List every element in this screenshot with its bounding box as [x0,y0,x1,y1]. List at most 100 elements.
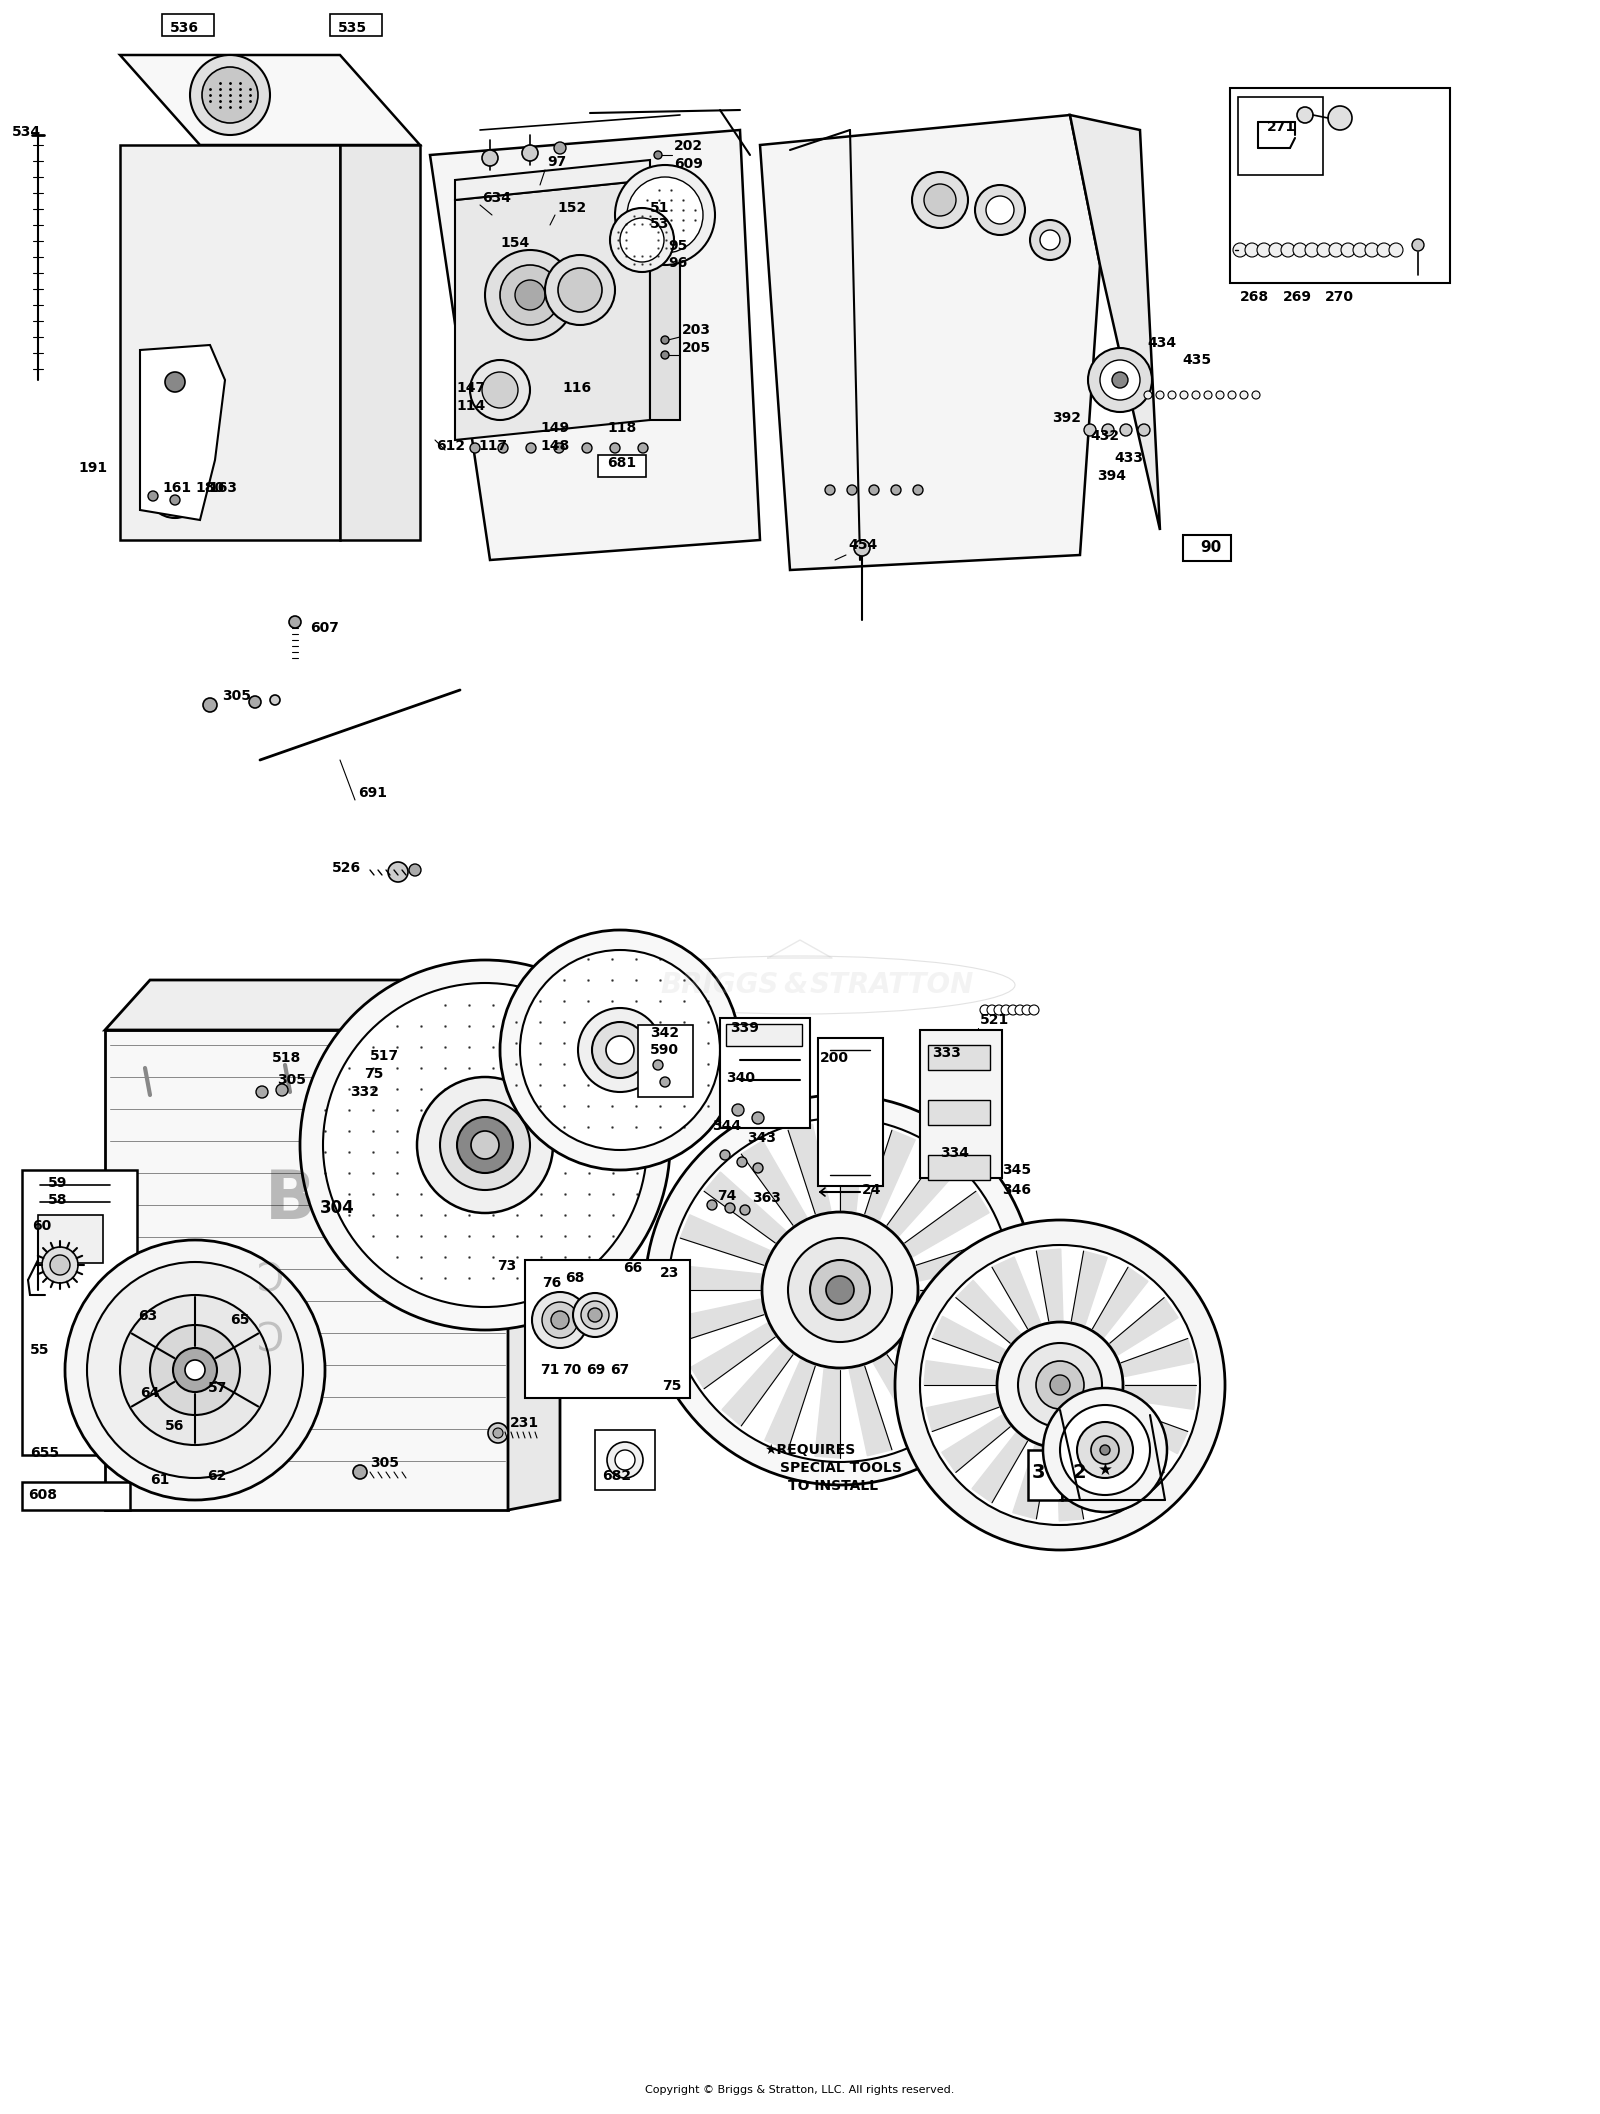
Circle shape [352,1093,368,1108]
Polygon shape [760,114,1101,571]
Circle shape [1192,391,1200,400]
Bar [595,1429,654,1490]
Polygon shape [765,1359,816,1450]
Circle shape [1144,391,1152,400]
Text: 96: 96 [669,256,688,271]
Text: 268: 268 [1240,290,1269,304]
Text: 118: 118 [606,421,637,435]
Text: 205: 205 [682,340,710,355]
Circle shape [826,1277,854,1304]
Bar [22,1169,138,1454]
Circle shape [1002,1004,1011,1015]
Circle shape [440,1099,530,1190]
Circle shape [354,1465,366,1480]
Text: 148: 148 [541,440,570,452]
Circle shape [1008,1004,1018,1015]
Text: 53: 53 [650,218,669,230]
Polygon shape [722,1345,794,1427]
Text: 432: 432 [1090,429,1118,444]
Text: 154: 154 [499,237,530,249]
Polygon shape [680,1216,770,1266]
Text: 269: 269 [1283,290,1312,304]
Polygon shape [918,1290,1008,1315]
Polygon shape [942,1414,1010,1473]
Text: 691: 691 [358,786,387,799]
Circle shape [1050,1374,1070,1395]
Text: 681: 681 [606,457,637,469]
Circle shape [554,142,566,154]
Polygon shape [910,1315,1000,1366]
Polygon shape [925,1361,997,1385]
Circle shape [581,1300,610,1330]
Text: 24: 24 [862,1184,882,1197]
Text: 345: 345 [1002,1163,1030,1177]
Circle shape [1341,243,1355,258]
Polygon shape [1115,1408,1187,1454]
Circle shape [974,186,1026,235]
Circle shape [499,930,739,1169]
Circle shape [869,484,878,495]
Circle shape [323,983,646,1306]
Polygon shape [691,1323,776,1389]
Circle shape [1091,1435,1118,1465]
Bar [1238,97,1323,175]
Circle shape [250,696,261,708]
Circle shape [1077,1423,1133,1478]
Circle shape [270,696,280,704]
Text: 332: 332 [350,1084,379,1099]
Text: 435: 435 [1182,353,1211,368]
Circle shape [1205,391,1213,400]
Circle shape [520,949,720,1150]
Polygon shape [454,180,650,440]
Circle shape [614,1450,635,1469]
Text: 304: 304 [320,1199,355,1218]
Circle shape [997,1321,1123,1448]
Circle shape [1018,1342,1102,1427]
Circle shape [1088,349,1152,412]
Text: 608: 608 [29,1488,58,1503]
Circle shape [531,1292,589,1349]
Text: 116: 116 [562,381,590,395]
Polygon shape [650,180,680,421]
Text: 340: 340 [726,1072,755,1084]
Text: 60: 60 [32,1220,51,1232]
Circle shape [661,1076,670,1087]
Circle shape [787,1239,893,1342]
Circle shape [482,372,518,408]
Bar [1062,1450,1114,1501]
Circle shape [754,1163,763,1173]
Circle shape [1245,243,1259,258]
Circle shape [50,1256,70,1275]
Circle shape [1101,1446,1110,1454]
Text: 63: 63 [138,1309,157,1323]
Text: Ɔ: Ɔ [256,1321,283,1359]
Circle shape [1240,391,1248,400]
Circle shape [1282,243,1294,258]
Circle shape [994,1004,1005,1015]
Polygon shape [339,146,419,539]
Text: 536: 536 [170,21,198,36]
Circle shape [920,1245,1200,1524]
Circle shape [120,1296,270,1446]
Circle shape [826,484,835,495]
Text: 344: 344 [712,1118,741,1133]
Polygon shape [917,1239,1006,1281]
Text: 161: 161 [162,482,190,495]
Circle shape [1014,1004,1026,1015]
Circle shape [1328,106,1352,129]
Circle shape [1168,391,1176,400]
Polygon shape [141,345,226,520]
Circle shape [1413,239,1424,252]
Text: STRATTON: STRATTON [810,970,974,1000]
Text: 61: 61 [150,1473,170,1486]
Text: 147: 147 [456,381,485,395]
Circle shape [203,698,218,712]
Text: 71: 71 [541,1364,560,1376]
Bar [1182,535,1230,560]
Circle shape [550,1311,570,1330]
Text: 57: 57 [208,1380,227,1395]
Polygon shape [1122,1338,1194,1376]
Circle shape [546,256,614,326]
Polygon shape [1110,1298,1178,1355]
Polygon shape [955,1281,1021,1342]
